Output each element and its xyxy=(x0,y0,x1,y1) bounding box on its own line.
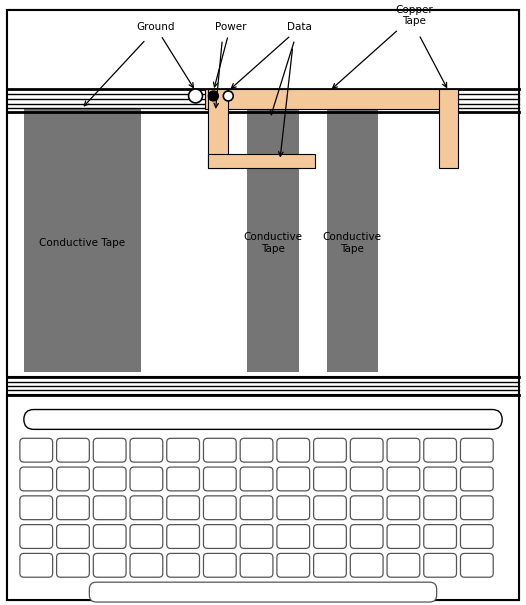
FancyBboxPatch shape xyxy=(20,525,53,549)
FancyBboxPatch shape xyxy=(57,525,89,549)
FancyBboxPatch shape xyxy=(20,496,53,520)
FancyBboxPatch shape xyxy=(460,525,493,549)
FancyBboxPatch shape xyxy=(240,438,273,462)
FancyBboxPatch shape xyxy=(313,438,346,462)
Bar xyxy=(208,89,228,168)
FancyBboxPatch shape xyxy=(89,582,437,602)
FancyBboxPatch shape xyxy=(24,410,502,430)
FancyBboxPatch shape xyxy=(130,496,163,520)
FancyBboxPatch shape xyxy=(93,467,126,491)
FancyBboxPatch shape xyxy=(240,554,273,577)
FancyBboxPatch shape xyxy=(93,525,126,549)
FancyBboxPatch shape xyxy=(277,467,310,491)
FancyBboxPatch shape xyxy=(424,467,457,491)
FancyBboxPatch shape xyxy=(240,525,273,549)
FancyBboxPatch shape xyxy=(350,554,383,577)
FancyBboxPatch shape xyxy=(93,496,126,520)
FancyBboxPatch shape xyxy=(20,438,53,462)
Circle shape xyxy=(189,89,203,103)
FancyBboxPatch shape xyxy=(204,554,236,577)
FancyBboxPatch shape xyxy=(387,525,420,549)
FancyBboxPatch shape xyxy=(387,438,420,462)
FancyBboxPatch shape xyxy=(313,525,346,549)
FancyBboxPatch shape xyxy=(277,496,310,520)
FancyBboxPatch shape xyxy=(130,467,163,491)
FancyBboxPatch shape xyxy=(240,496,273,520)
FancyBboxPatch shape xyxy=(387,496,420,520)
Text: Conductive Tape: Conductive Tape xyxy=(39,238,126,248)
FancyBboxPatch shape xyxy=(277,438,310,462)
Text: Conductive
Tape: Conductive Tape xyxy=(323,232,382,253)
Bar xyxy=(7,10,519,377)
FancyBboxPatch shape xyxy=(424,525,457,549)
FancyBboxPatch shape xyxy=(387,554,420,577)
FancyBboxPatch shape xyxy=(204,438,236,462)
FancyBboxPatch shape xyxy=(277,554,310,577)
FancyBboxPatch shape xyxy=(460,554,493,577)
FancyBboxPatch shape xyxy=(460,438,493,462)
Bar xyxy=(24,109,141,372)
FancyBboxPatch shape xyxy=(313,496,346,520)
FancyBboxPatch shape xyxy=(57,496,89,520)
Text: Power: Power xyxy=(214,22,246,87)
Bar xyxy=(7,394,519,600)
FancyBboxPatch shape xyxy=(277,525,310,549)
Text: Ground: Ground xyxy=(137,22,194,88)
Circle shape xyxy=(224,91,233,101)
Bar xyxy=(206,89,459,109)
FancyBboxPatch shape xyxy=(167,438,199,462)
FancyBboxPatch shape xyxy=(460,496,493,520)
Bar xyxy=(327,109,378,372)
FancyBboxPatch shape xyxy=(167,525,199,549)
Text: Copper
Tape: Copper Tape xyxy=(332,5,433,88)
FancyBboxPatch shape xyxy=(93,554,126,577)
FancyBboxPatch shape xyxy=(130,554,163,577)
Text: Conductive
Tape: Conductive Tape xyxy=(244,232,302,253)
FancyBboxPatch shape xyxy=(20,554,53,577)
Text: Data: Data xyxy=(231,22,312,88)
FancyBboxPatch shape xyxy=(93,438,126,462)
FancyBboxPatch shape xyxy=(240,467,273,491)
FancyBboxPatch shape xyxy=(424,438,457,462)
FancyBboxPatch shape xyxy=(350,438,383,462)
FancyBboxPatch shape xyxy=(350,496,383,520)
FancyBboxPatch shape xyxy=(204,467,236,491)
FancyBboxPatch shape xyxy=(204,525,236,549)
FancyBboxPatch shape xyxy=(57,554,89,577)
FancyBboxPatch shape xyxy=(130,525,163,549)
FancyBboxPatch shape xyxy=(313,554,346,577)
FancyBboxPatch shape xyxy=(313,467,346,491)
FancyBboxPatch shape xyxy=(167,554,199,577)
Circle shape xyxy=(208,91,218,101)
FancyBboxPatch shape xyxy=(424,496,457,520)
FancyBboxPatch shape xyxy=(167,496,199,520)
Bar xyxy=(247,109,299,372)
FancyBboxPatch shape xyxy=(167,467,199,491)
FancyBboxPatch shape xyxy=(387,467,420,491)
Bar xyxy=(439,89,459,168)
FancyBboxPatch shape xyxy=(460,467,493,491)
FancyBboxPatch shape xyxy=(350,525,383,549)
FancyBboxPatch shape xyxy=(20,467,53,491)
FancyBboxPatch shape xyxy=(57,438,89,462)
FancyBboxPatch shape xyxy=(350,467,383,491)
Bar xyxy=(208,154,315,168)
FancyBboxPatch shape xyxy=(204,496,236,520)
FancyBboxPatch shape xyxy=(57,467,89,491)
FancyBboxPatch shape xyxy=(424,554,457,577)
FancyBboxPatch shape xyxy=(130,438,163,462)
